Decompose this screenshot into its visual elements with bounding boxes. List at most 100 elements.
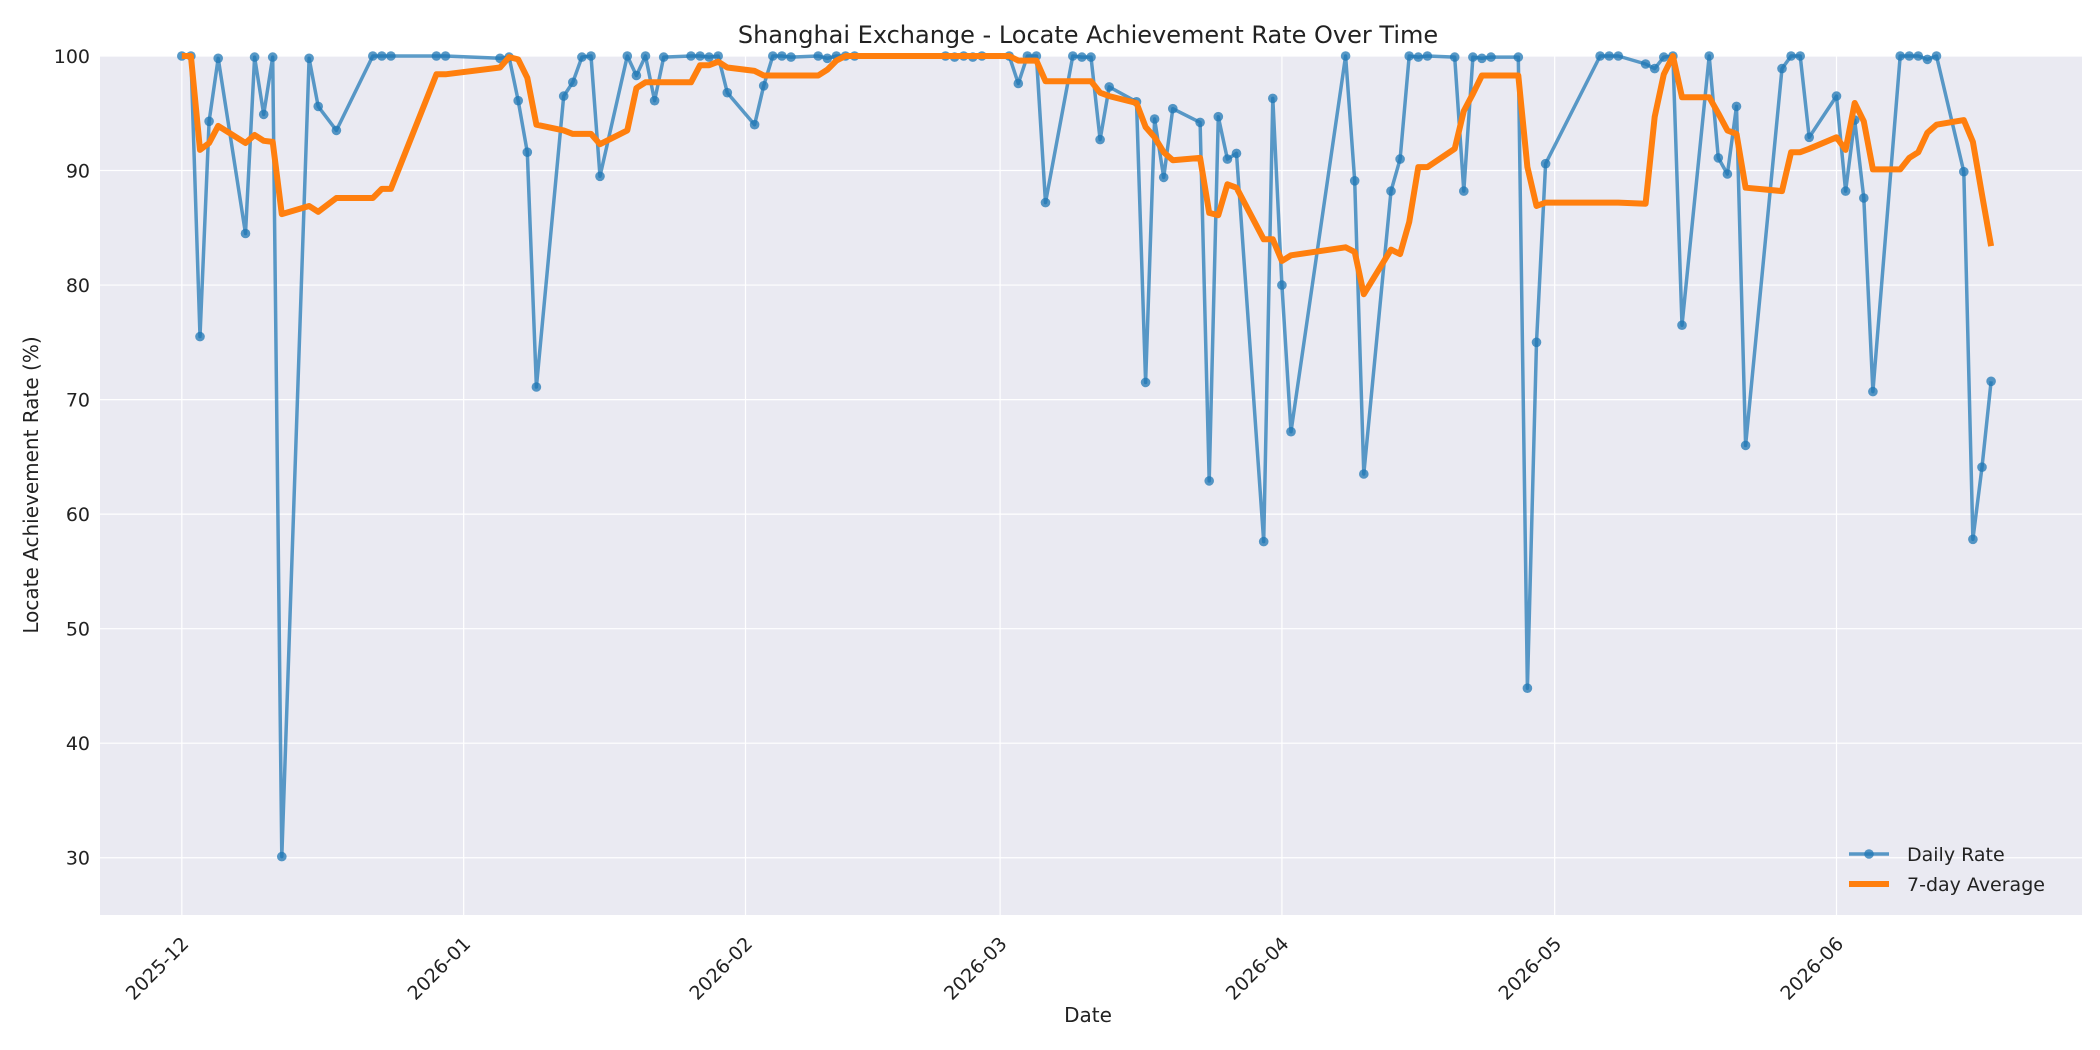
daily-rate-point xyxy=(1804,132,1814,143)
daily-rate-point xyxy=(1959,166,1969,177)
daily-rate-point xyxy=(749,119,760,130)
daily-rate-point xyxy=(1931,51,1942,61)
daily-rate-point xyxy=(1722,169,1733,179)
legend: Daily Rate 7-day Average xyxy=(1849,844,2045,896)
daily-rate-point xyxy=(713,51,723,61)
daily-rate-point xyxy=(1540,158,1551,169)
daily-rate-point xyxy=(1786,51,1796,61)
daily-rate-point xyxy=(649,95,660,106)
daily-rate-point xyxy=(695,51,705,61)
daily-rate-point xyxy=(1604,51,1614,61)
daily-rate-point xyxy=(1404,51,1414,61)
y-tick-label: 50 xyxy=(66,619,90,641)
daily-rate-point xyxy=(1395,154,1405,164)
daily-rate-point xyxy=(1449,52,1460,62)
daily-rate-point xyxy=(1140,377,1151,388)
daily-rate-point xyxy=(1595,51,1605,61)
daily-rate-point xyxy=(1013,78,1024,89)
daily-rate-point xyxy=(522,147,533,157)
daily-rate-point xyxy=(531,382,542,392)
daily-rate-point xyxy=(1231,148,1242,159)
daily-rate-point xyxy=(513,95,523,106)
daily-rate-point xyxy=(768,51,778,61)
daily-rate-point xyxy=(1513,52,1524,62)
daily-rate-point xyxy=(1868,386,1878,397)
daily-rate-point xyxy=(1349,176,1360,186)
legend-marker-daily-rate xyxy=(1864,849,1874,859)
daily-rate-point xyxy=(722,87,733,98)
y-axis-label: Locate Achievement Rate (%) xyxy=(19,336,43,633)
daily-rate-point xyxy=(1195,117,1205,128)
daily-rate-point xyxy=(777,51,787,61)
daily-rate-point xyxy=(1649,63,1660,74)
daily-rate-point xyxy=(204,116,214,127)
daily-rate-point xyxy=(1104,82,1114,92)
y-tick-label: 100 xyxy=(54,46,90,68)
daily-rate-point xyxy=(1922,54,1933,65)
daily-rate-point xyxy=(1068,51,1078,61)
daily-rate-point xyxy=(440,51,451,61)
y-axis: 30 40 50 60 70 80 90 100 xyxy=(54,46,90,870)
daily-rate-point xyxy=(1468,52,1478,62)
y-tick-label: 40 xyxy=(66,733,90,755)
daily-rate-point xyxy=(1477,53,1487,64)
daily-rate-point xyxy=(1359,469,1369,479)
daily-rate-point xyxy=(758,81,769,91)
daily-rate-point xyxy=(1640,59,1651,69)
daily-rate-point xyxy=(277,851,287,862)
daily-rate-point xyxy=(258,109,269,120)
x-axis-label: Date xyxy=(1064,1003,1112,1027)
daily-rate-point xyxy=(1258,536,1269,547)
daily-rate-point xyxy=(568,77,578,88)
daily-rate-point xyxy=(304,53,314,64)
daily-rate-point xyxy=(622,51,633,61)
daily-rate-point xyxy=(658,52,669,62)
daily-rate-point xyxy=(1286,426,1296,437)
daily-rate-point xyxy=(640,51,651,61)
daily-rate-point xyxy=(1340,51,1351,61)
daily-rate-point xyxy=(1859,193,1869,203)
daily-rate-point xyxy=(1222,154,1233,164)
daily-rate-point xyxy=(386,51,396,61)
daily-rate-point xyxy=(1713,153,1724,163)
daily-rate-point xyxy=(1904,51,1915,61)
daily-rate-point xyxy=(1086,52,1096,62)
daily-rate-point xyxy=(377,51,387,61)
daily-rate-point xyxy=(631,70,642,81)
daily-rate-point xyxy=(1613,51,1624,61)
legend-label-daily-rate: Daily Rate xyxy=(1907,844,2005,866)
series-line-7-day-average xyxy=(181,53,1995,298)
y-tick-label: 60 xyxy=(66,504,90,526)
daily-rate-point xyxy=(1531,337,1542,348)
daily-rate-point xyxy=(822,53,833,64)
daily-rate-point xyxy=(313,101,324,112)
daily-rate-point xyxy=(1149,114,1160,124)
daily-rate-point xyxy=(1968,534,1978,545)
daily-rate-point xyxy=(1740,440,1751,451)
daily-rate-point xyxy=(1204,476,1214,486)
daily-rate-point xyxy=(558,91,569,101)
daily-rate-point xyxy=(1986,376,1996,387)
daily-rate-point xyxy=(368,51,378,61)
daily-rate-point xyxy=(267,52,278,62)
daily-rate-point xyxy=(1413,52,1424,62)
daily-rate-point xyxy=(686,51,696,61)
daily-rate-point xyxy=(1704,51,1714,61)
daily-rate-point xyxy=(1795,51,1805,61)
daily-rate-point xyxy=(1731,101,1742,112)
daily-rate-point xyxy=(1213,111,1224,122)
daily-rate-point xyxy=(1277,280,1287,290)
daily-rate-point xyxy=(1677,320,1687,331)
daily-rate-point xyxy=(249,52,260,62)
daily-rate-point xyxy=(1268,93,1278,104)
daily-rate-point xyxy=(586,51,596,61)
daily-rate-point xyxy=(786,52,796,62)
daily-rate-point xyxy=(1040,197,1051,208)
daily-rate-point xyxy=(1077,52,1087,62)
daily-rate-point xyxy=(1840,186,1851,196)
series-layer xyxy=(177,51,1996,862)
y-tick-label: 30 xyxy=(66,848,90,870)
daily-rate-point xyxy=(1459,186,1469,196)
daily-rate-point xyxy=(1168,103,1178,114)
